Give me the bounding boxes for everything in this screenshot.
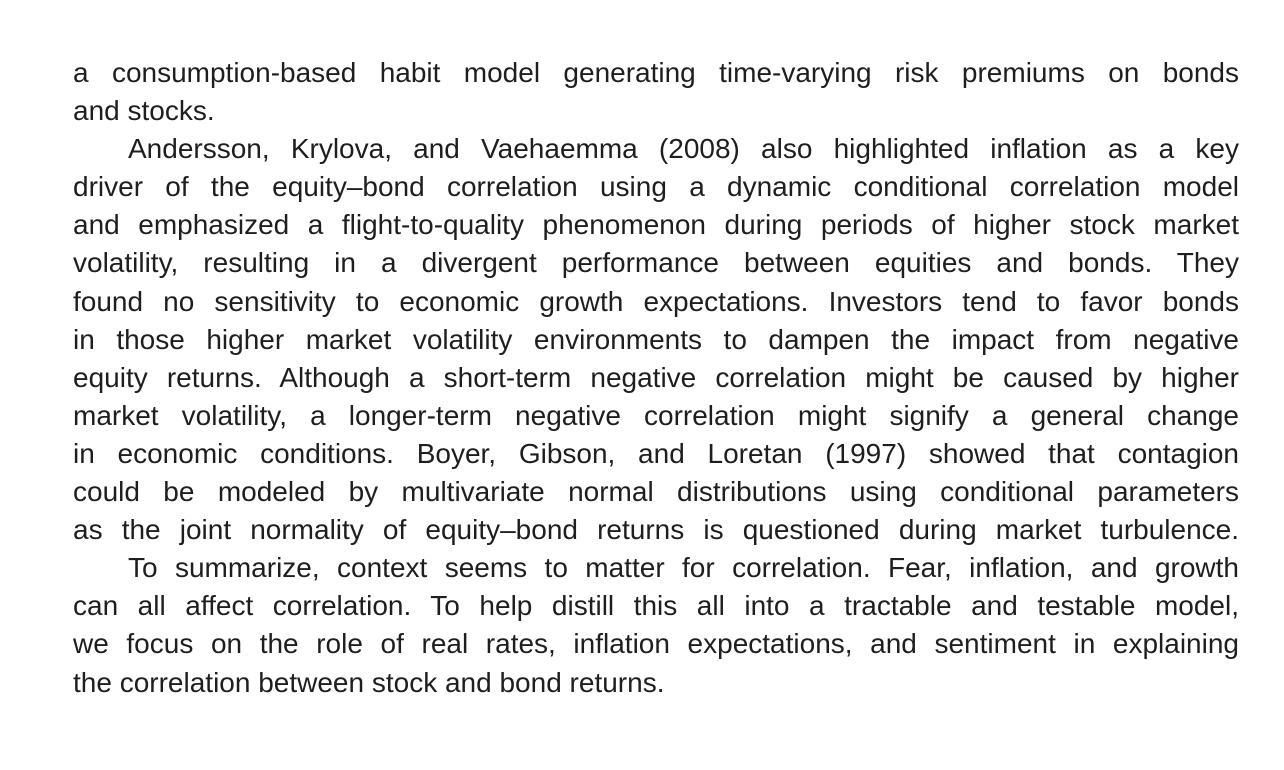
text-line: and stocks. — [73, 95, 215, 127]
document-page: a consumption-based habit model generati… — [73, 54, 1239, 702]
text-line: To summarize, context seems to matter fo… — [128, 552, 1239, 584]
paragraph-2: Andersson, Krylova, and Vaehaemma (2008)… — [73, 130, 1239, 549]
text-line: in economic conditions. Boyer, Gibson, a… — [73, 437, 1239, 469]
text-line: can all affect correlation. To help dist… — [73, 590, 1239, 622]
text-line: a consumption-based habit model generati… — [73, 57, 1239, 88]
paragraph-3: To summarize, context seems to matter fo… — [73, 549, 1239, 701]
text-line: Andersson, Krylova, and Vaehaemma (2008)… — [128, 133, 1239, 165]
text-line: the correlation between stock and bond r… — [73, 666, 665, 698]
text-line: volatility, resulting in a divergent per… — [73, 247, 1239, 279]
text-line: driver of the equity–bond correlation us… — [73, 171, 1239, 203]
text-line: found no sensitivity to economic growth … — [73, 285, 1239, 317]
text-line: equity returns. Although a short-term ne… — [73, 361, 1239, 393]
text-line: in those higher market volatility enviro… — [73, 323, 1239, 355]
text-line: market volatility, a longer-term negativ… — [73, 399, 1239, 431]
text-line: and emphasized a flight-to-quality pheno… — [73, 209, 1239, 241]
text-line: as the joint normality of equity–bond re… — [73, 514, 1239, 546]
text-line: could be modeled by multivariate normal … — [73, 476, 1239, 508]
text-line: we focus on the role of real rates, infl… — [73, 628, 1239, 660]
paragraph-1: a consumption-based habit model generati… — [73, 54, 1239, 130]
